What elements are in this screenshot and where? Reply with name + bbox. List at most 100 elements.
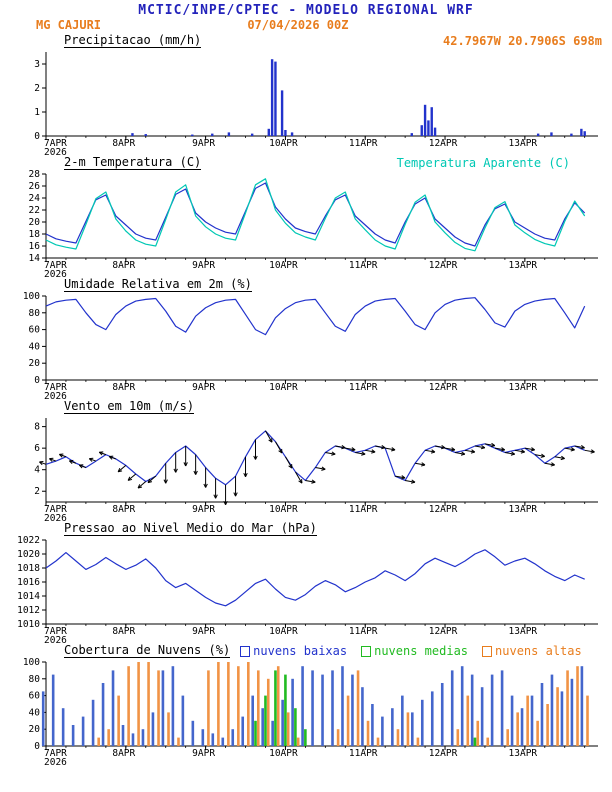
svg-text:28: 28 <box>29 170 41 180</box>
svg-text:16: 16 <box>29 241 41 252</box>
svg-text:7APR: 7APR <box>44 260 67 271</box>
svg-text:11APR: 11APR <box>349 138 378 149</box>
svg-text:11APR: 11APR <box>349 626 378 637</box>
svg-text:7APR: 7APR <box>44 748 67 759</box>
panel-precipitation: Precipitacao (mm/h) 42.7967W 20.7906S 69… <box>0 33 612 157</box>
svg-text:8APR: 8APR <box>112 382 135 393</box>
svg-text:12APR: 12APR <box>429 382 458 393</box>
panel-title-precipitation: Precipitacao (mm/h) <box>64 33 202 48</box>
svg-text:8APR: 8APR <box>112 138 135 149</box>
svg-text:10APR: 10APR <box>269 260 298 271</box>
svg-text:20: 20 <box>29 217 41 228</box>
legend-box-0 <box>240 646 251 657</box>
panel-wind: Vento em 10m (m/s) 2 4 6 8 7APR 2026 8APR 9APR 1… <box>0 400 612 522</box>
panel-humidity: Umidade Relativa em 2m (%) 0 20 40 60 80 100 7… <box>0 278 612 400</box>
svg-text:10APR: 10APR <box>269 504 298 515</box>
svg-text:6: 6 <box>34 443 40 454</box>
svg-text:2026: 2026 <box>44 391 67 400</box>
svg-text:13APR: 13APR <box>509 260 538 271</box>
svg-text:2026: 2026 <box>44 269 67 278</box>
svg-text:18: 18 <box>29 229 41 240</box>
legend-box-1 <box>361 646 372 657</box>
svg-text:20: 20 <box>29 724 41 735</box>
svg-text:1: 1 <box>34 107 40 118</box>
svg-text:10APR: 10APR <box>269 626 298 637</box>
svg-text:40: 40 <box>29 707 41 718</box>
svg-text:1010: 1010 <box>17 619 40 630</box>
svg-text:13APR: 13APR <box>509 382 538 393</box>
legend-box-2 <box>482 646 493 657</box>
svg-text:2: 2 <box>34 486 40 497</box>
svg-text:12APR: 12APR <box>429 504 458 515</box>
svg-text:7APR: 7APR <box>44 626 67 637</box>
page-title: MCTIC/INPE/CPTEC - MODELO REGIONAL WRF <box>138 3 474 18</box>
svg-text:9APR: 9APR <box>192 260 215 271</box>
svg-text:7APR: 7APR <box>44 138 67 149</box>
svg-text:80: 80 <box>29 674 41 685</box>
svg-text:60: 60 <box>29 325 41 336</box>
panel-temperature: 2-m Temperatura (C) Temperatura Aparente… <box>0 156 612 278</box>
svg-text:100: 100 <box>23 658 40 668</box>
svg-text:12APR: 12APR <box>429 748 458 759</box>
svg-text:12APR: 12APR <box>429 138 458 149</box>
legend-item-high-clouds: nuvens altas <box>482 645 582 658</box>
svg-text:8APR: 8APR <box>112 260 135 271</box>
svg-text:60: 60 <box>29 691 41 702</box>
svg-text:14: 14 <box>29 253 41 264</box>
panel-title-temperature: 2-m Temperatura (C) <box>64 155 202 170</box>
panel-title-cloud-cover: Cobertura de Nuvens (%) <box>64 643 231 658</box>
svg-text:80: 80 <box>29 308 41 319</box>
panel-pressure: Pressao ao Nivel Medio do Mar (hPa) 1010… <box>0 522 612 644</box>
legend-label-2: nuvens altas <box>495 644 582 658</box>
svg-text:1012: 1012 <box>17 605 40 616</box>
svg-text:13APR: 13APR <box>509 626 538 637</box>
svg-text:1020: 1020 <box>17 549 40 560</box>
svg-text:9APR: 9APR <box>192 626 215 637</box>
legend-item-low-clouds: nuvens baixas <box>240 645 347 658</box>
svg-text:12APR: 12APR <box>429 260 458 271</box>
subheader: MG CAJURI 07/04/2026 00Z <box>0 18 612 34</box>
svg-text:9APR: 9APR <box>192 138 215 149</box>
svg-text:3: 3 <box>34 59 40 70</box>
svg-text:11APR: 11APR <box>349 748 378 759</box>
svg-text:11APR: 11APR <box>349 382 378 393</box>
svg-text:20: 20 <box>29 358 41 369</box>
svg-text:1016: 1016 <box>17 577 40 588</box>
svg-text:2026: 2026 <box>44 513 67 522</box>
panel-title-humidity: Umidade Relativa em 2m (%) <box>64 277 252 292</box>
svg-text:10APR: 10APR <box>269 138 298 149</box>
svg-text:2026: 2026 <box>44 635 67 644</box>
svg-text:10APR: 10APR <box>269 382 298 393</box>
panel-title-wind: Vento em 10m (m/s) <box>64 399 195 414</box>
svg-text:0: 0 <box>34 131 40 142</box>
svg-text:2026: 2026 <box>44 757 67 766</box>
svg-text:0: 0 <box>34 375 40 386</box>
svg-text:40: 40 <box>29 341 41 352</box>
svg-text:8APR: 8APR <box>112 504 135 515</box>
svg-text:13APR: 13APR <box>509 504 538 515</box>
svg-text:13APR: 13APR <box>509 748 538 759</box>
svg-text:8APR: 8APR <box>112 626 135 637</box>
station-coordinates: 42.7967W 20.7906S 698m <box>443 34 602 48</box>
run-datetime: 07/04/2026 00Z <box>247 18 349 32</box>
svg-text:11APR: 11APR <box>349 504 378 515</box>
apparent-temperature-label: Temperatura Aparente (C) <box>396 156 570 170</box>
svg-text:2: 2 <box>34 83 40 94</box>
svg-text:22: 22 <box>29 205 40 216</box>
station-name: MG CAJURI <box>36 18 102 32</box>
svg-text:1014: 1014 <box>17 591 40 602</box>
panel-cloud-cover: Cobertura de Nuvens (%) nuvens baixas nu… <box>0 644 612 766</box>
svg-text:9APR: 9APR <box>192 748 215 759</box>
legend-item-mid-clouds: nuvens medias <box>361 645 468 658</box>
svg-text:10APR: 10APR <box>269 748 298 759</box>
svg-text:26: 26 <box>29 181 41 192</box>
svg-text:0: 0 <box>34 741 40 752</box>
legend-label-0: nuvens baixas <box>253 644 348 658</box>
svg-text:9APR: 9APR <box>192 504 215 515</box>
